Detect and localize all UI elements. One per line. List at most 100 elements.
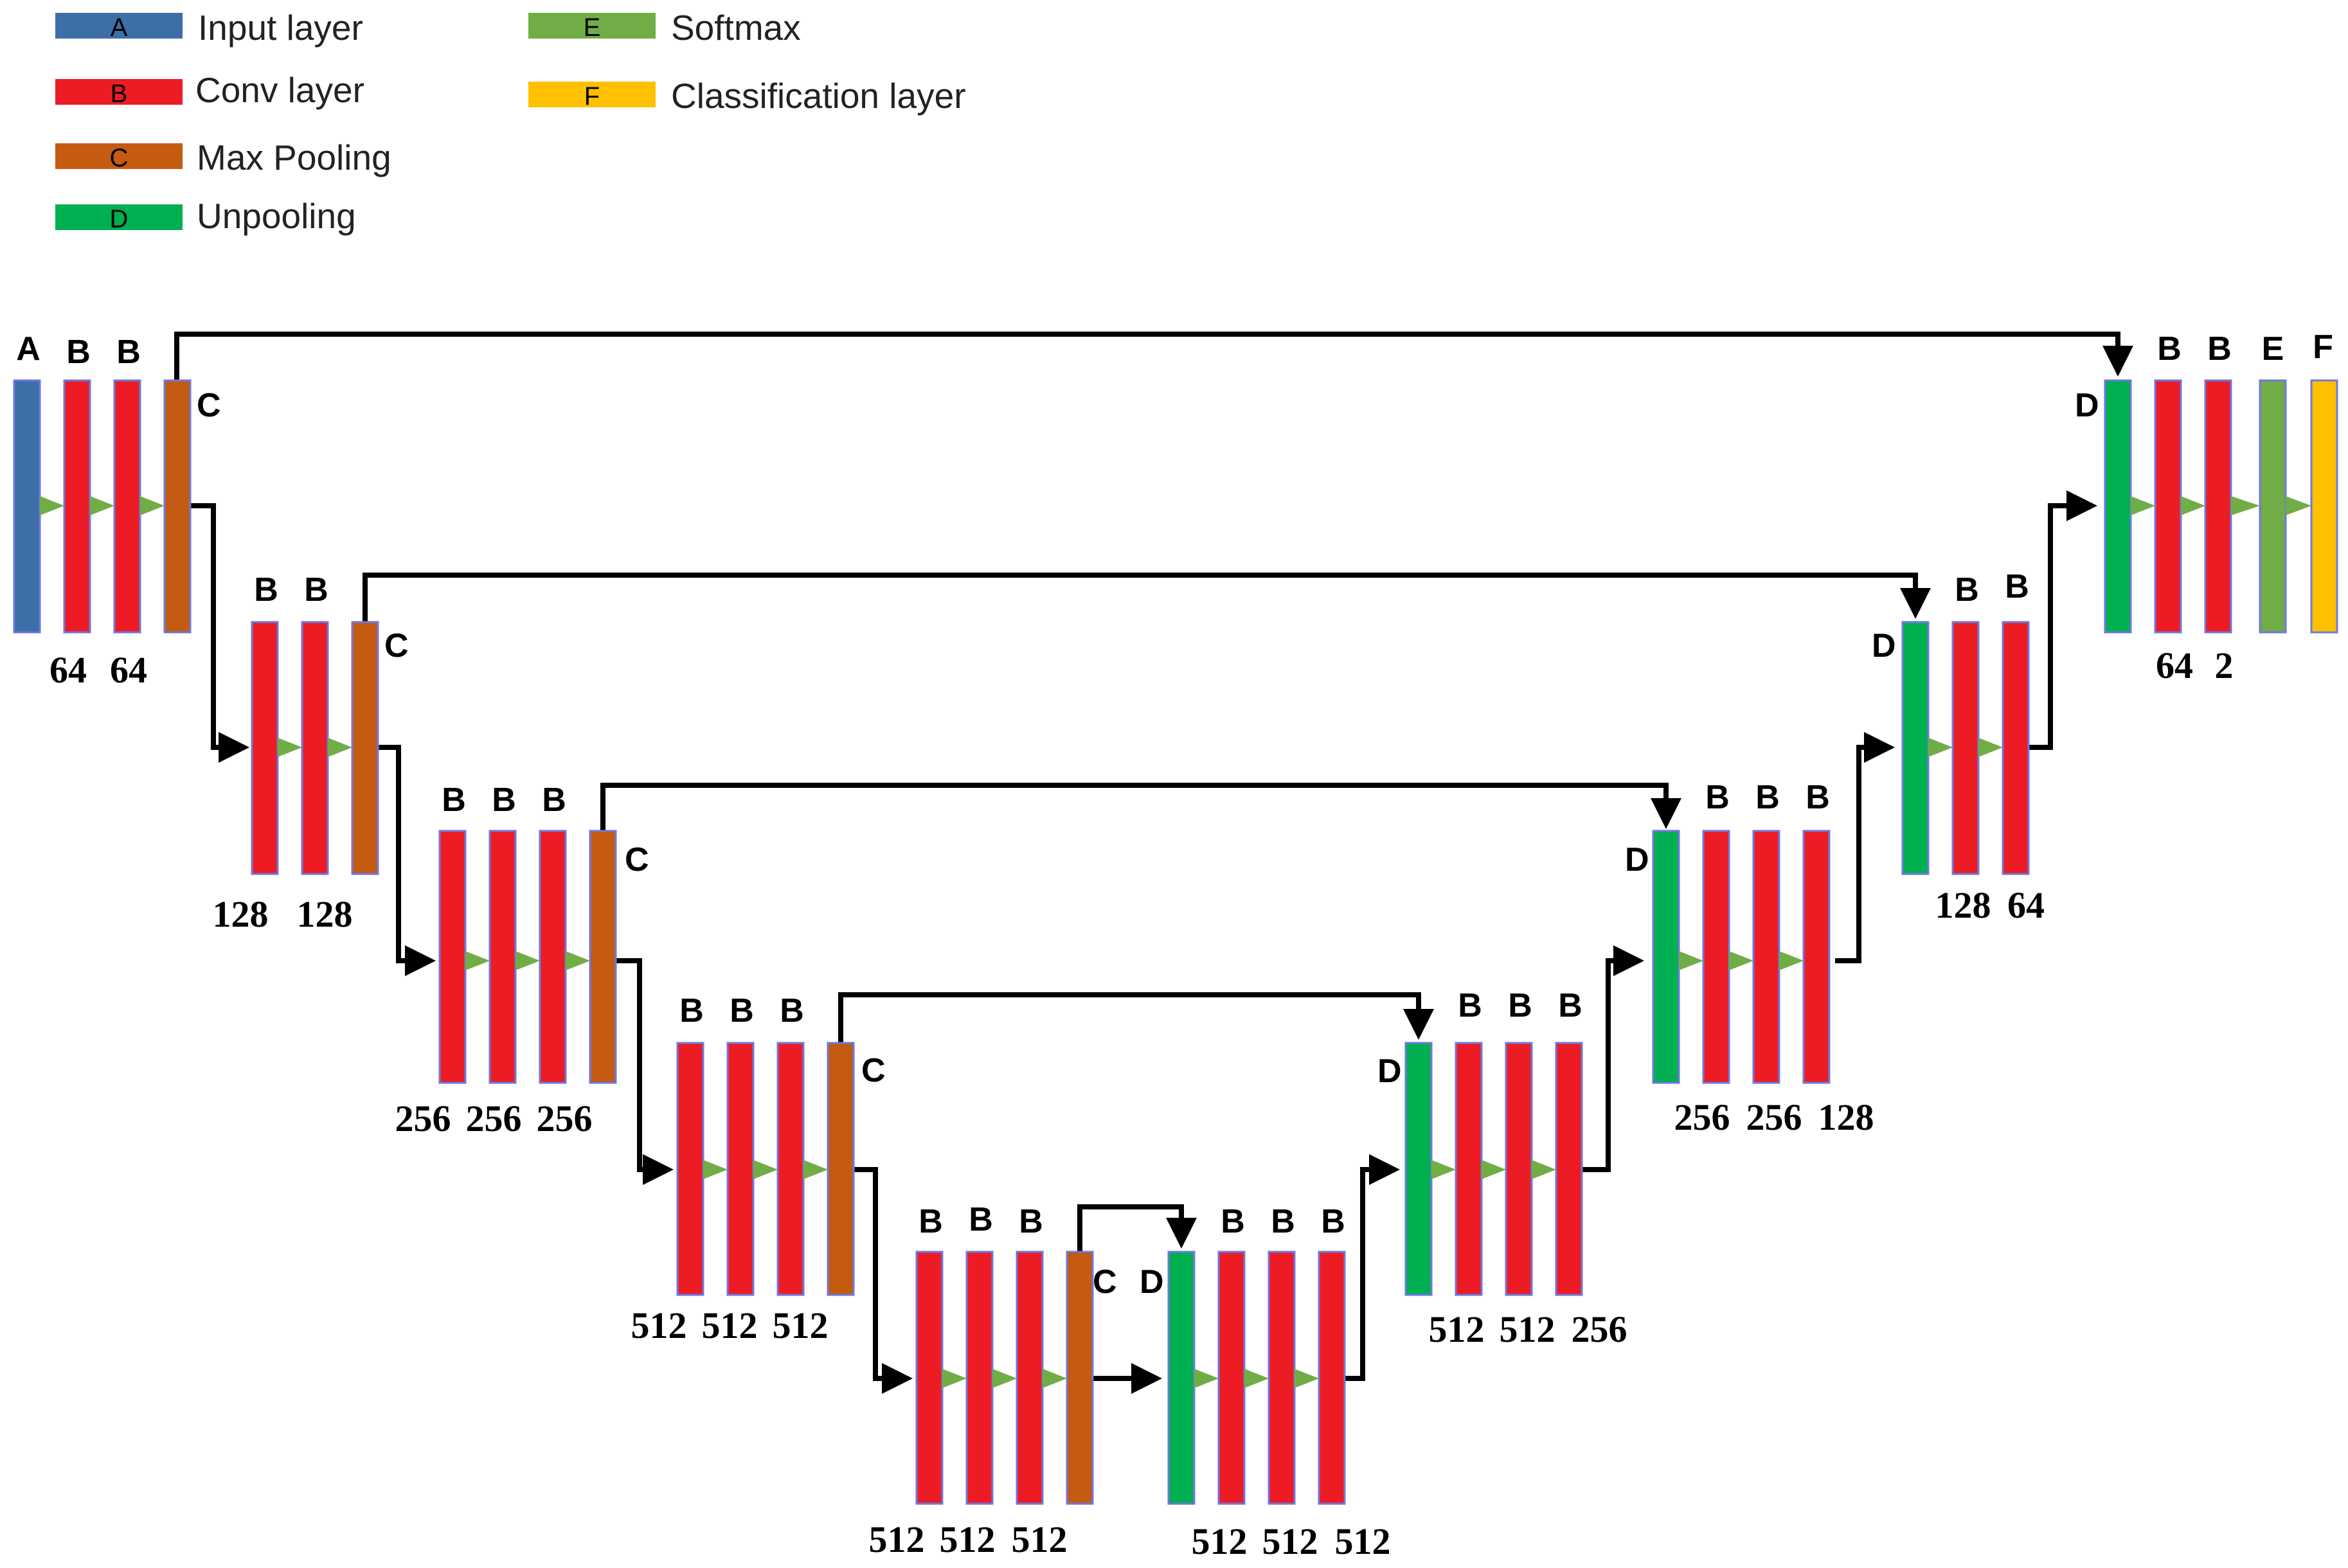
- layer-bar-conv: [63, 379, 91, 634]
- layer-bar-conv: [1455, 1042, 1483, 1296]
- inter-layer-arrow-marker: [465, 951, 490, 970]
- connections: [174, 332, 2133, 1394]
- channel-count-label: 512: [773, 1305, 829, 1346]
- layer-type-label: E: [2262, 330, 2284, 368]
- skip-connection-5: [1077, 1204, 1197, 1252]
- flow-connector-dec5-dec4: [1331, 1154, 1400, 1381]
- channel-count-label: 128: [297, 893, 353, 935]
- legend-swatch-letter-d: D: [110, 205, 129, 233]
- channel-count-label: 256: [466, 1098, 522, 1139]
- flow-connector-enc2-enc3: [377, 745, 436, 976]
- layer-type-label: B: [2207, 330, 2232, 368]
- layer-type-label: B: [304, 571, 328, 609]
- flow-connector-dec4-dec3: [1582, 945, 1644, 1172]
- layer-type-label: B: [1806, 779, 1830, 816]
- layer-bar-conv: [488, 830, 517, 1084]
- layer-bar-conv: [1702, 830, 1730, 1084]
- channel-count-label: 64: [2156, 645, 2193, 686]
- layer-type-label: B: [116, 334, 141, 371]
- inter-layer-arrow-marker: [703, 1160, 728, 1179]
- inter-layer-arrow-marker: [1779, 951, 1804, 970]
- legend-label-max-pooling: Max Pooling: [197, 138, 391, 177]
- channel-count-label: 512: [869, 1519, 925, 1560]
- inter-layer-arrow-marker: [40, 496, 64, 515]
- layer-bar-conv: [915, 1251, 944, 1505]
- channel-count-label: 512: [1262, 1520, 1318, 1562]
- channel-count-label: 64: [110, 649, 147, 691]
- inter-layer-arrow-marker: [566, 951, 590, 970]
- inter-layer-arrow-marker: [1978, 738, 2003, 757]
- layer-bar-softmax: [2259, 379, 2287, 634]
- channel-count-label: 64: [2007, 884, 2045, 926]
- legend-label-unpooling: Unpooling: [197, 196, 356, 236]
- layer-bar-unpool: [1404, 1042, 1433, 1296]
- legend-swatch-e: [528, 13, 656, 39]
- layer-type-label: B: [1221, 1203, 1245, 1240]
- layer-type-label: B: [1705, 779, 1730, 816]
- layer-bar-pool: [827, 1042, 855, 1296]
- inter-layer-arrow-marker: [1482, 1160, 1506, 1179]
- layer-bar-conv: [726, 1042, 755, 1296]
- inter-layer-arrow-marker: [2231, 496, 2260, 515]
- flow-connector-enc4-enc5: [853, 1167, 913, 1394]
- layer-bar-conv: [2154, 379, 2182, 634]
- layer-bar-unpool: [1652, 830, 1680, 1084]
- legend-swatch-d: [55, 204, 183, 230]
- legend-swatch-letter-a: A: [111, 13, 128, 42]
- layer-bar-conv: [438, 830, 467, 1084]
- skip-connection-2: [363, 573, 1931, 622]
- inter-layer-arrow-marker: [515, 951, 540, 970]
- channel-count-label: 512: [1429, 1308, 1485, 1350]
- layer-bar-conv: [676, 1042, 704, 1296]
- channel-count-label: 512: [1192, 1520, 1248, 1562]
- legend: A Input layer B Conv layer C Max Pooling…: [55, 8, 966, 236]
- inter-layer-arrow-marker: [1679, 951, 1703, 970]
- layer-type-label: B: [1019, 1203, 1043, 1240]
- layer-bar-unpool: [1901, 621, 1930, 875]
- layer-type-label: B: [492, 781, 516, 819]
- layer-bar-conv: [539, 830, 567, 1084]
- layer-bar-conv: [776, 1042, 805, 1296]
- layer-type-label: F: [2313, 328, 2333, 366]
- channel-count-label: 256: [1746, 1096, 1802, 1138]
- inter-layer-arrow-marker: [140, 496, 165, 515]
- channel-count-label: 512: [940, 1519, 996, 1560]
- channel-count-label: 512: [1012, 1519, 1068, 1560]
- inter-layer-arrow-marker: [942, 1369, 967, 1388]
- layer-type-label: B: [969, 1201, 993, 1238]
- channel-count-label: 2: [2215, 645, 2234, 686]
- layer-bar-conv: [113, 379, 141, 634]
- channel-count-label: 512: [631, 1305, 687, 1346]
- legend-swatch-b: [55, 79, 183, 105]
- flow-connector-enc3-enc4: [616, 958, 674, 1185]
- layer-bar-conv: [2204, 379, 2232, 634]
- inter-layer-arrow-marker: [1928, 738, 1953, 757]
- channel-count-label: 128: [1818, 1096, 1874, 1138]
- layer-bar-conv: [1268, 1251, 1296, 1505]
- layer-type-label: B: [542, 781, 566, 819]
- inter-layer-markers: [40, 496, 2311, 1388]
- channel-count-label: 256: [537, 1098, 593, 1139]
- inter-layer-arrow-marker: [278, 738, 302, 757]
- legend-label-conv-layer: Conv layer: [195, 70, 364, 110]
- layer-bar-pool: [589, 830, 617, 1084]
- layer-bar-conv: [1951, 621, 1980, 875]
- channel-count-label: 128: [213, 893, 269, 935]
- channel-count-label: 64: [49, 649, 87, 691]
- channel-count-label: 512: [1335, 1520, 1391, 1562]
- layer-type-label: B: [1955, 571, 1979, 609]
- legend-swatch-c: [55, 143, 183, 169]
- layer-type-label: C: [384, 627, 409, 664]
- layer-type-label: C: [1093, 1263, 1117, 1301]
- skip-connection-1: [174, 332, 2133, 380]
- legend-item-max-pooling: C Max Pooling: [55, 138, 391, 177]
- layer-bar-conv: [1505, 1042, 1533, 1296]
- channel-count-label: 256: [395, 1098, 451, 1139]
- layer-type-label: C: [197, 387, 221, 424]
- channel-count-label: 256: [1572, 1308, 1627, 1350]
- layer-bar-conv: [1016, 1251, 1044, 1505]
- layer-type-label: B: [1558, 987, 1582, 1024]
- layer-type-label: B: [2157, 330, 2182, 368]
- flow-connector-dec2-dec1: [2023, 490, 2097, 750]
